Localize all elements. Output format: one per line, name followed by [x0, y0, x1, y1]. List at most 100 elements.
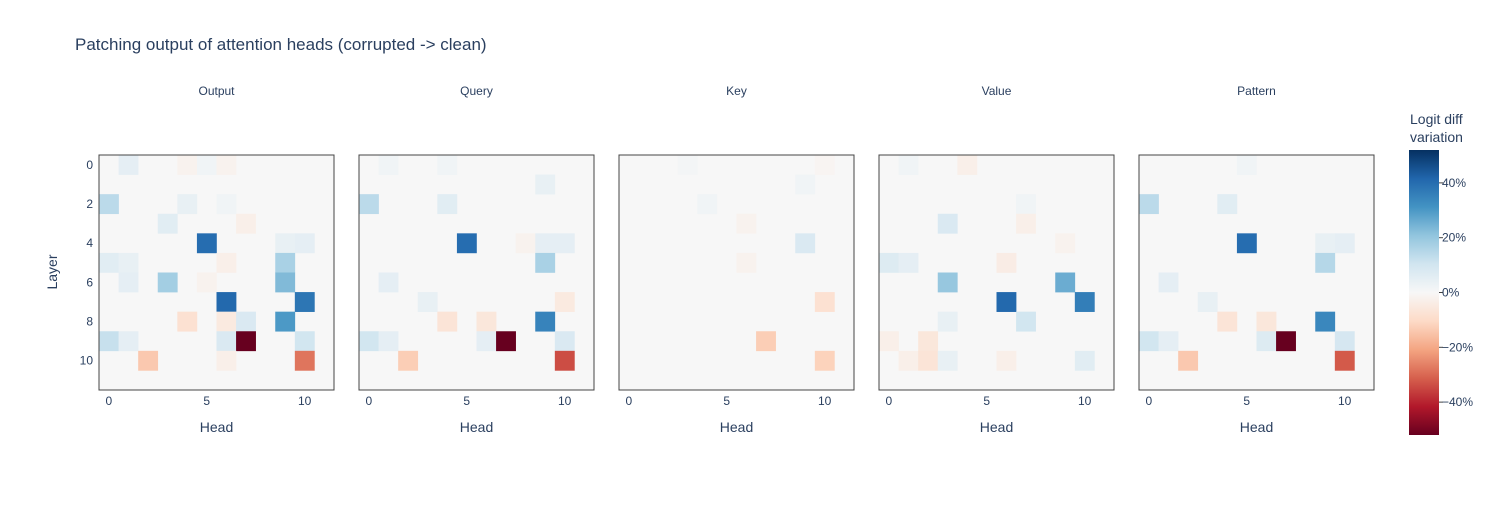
x-tick-label: 10	[1078, 394, 1092, 408]
heatmap-cell	[476, 311, 497, 332]
heatmap-cell	[554, 233, 575, 254]
heatmap-cell	[937, 272, 958, 293]
x-tick-label: 10	[298, 394, 312, 408]
heatmap-panels: Output 0 5 10 Head 0 2 4 6 8 10 Query 0 5 10 Head Key 0 5 1…	[80, 84, 1375, 435]
heatmap-cell	[795, 233, 816, 254]
heatmap-cell	[1217, 194, 1238, 215]
y-tick-label: 8	[86, 314, 93, 328]
panel-value: Value 0 5 10 Head	[878, 84, 1115, 435]
heatmap-cell	[1158, 331, 1179, 352]
panel-title: Key	[726, 84, 747, 98]
heatmap-cell	[138, 350, 159, 371]
x-tick-label: 10	[558, 394, 572, 408]
heatmap-cell	[1139, 331, 1159, 352]
heatmap-cell	[814, 155, 835, 175]
heatmap-cell	[216, 350, 237, 371]
x-tick-label: 10	[818, 394, 832, 408]
heatmap-cell	[1236, 233, 1257, 254]
heatmap-cell	[1158, 272, 1179, 293]
x-tick-label: 10	[1338, 394, 1352, 408]
heatmap-cell	[1139, 194, 1159, 215]
panel-frame	[618, 154, 855, 391]
heatmap-cell	[996, 350, 1017, 371]
heatmap-cell	[1016, 311, 1036, 332]
heatmap-cell	[99, 331, 119, 352]
heatmap-cell	[177, 155, 198, 175]
colorbar-tick-label: −40%	[1442, 395, 1473, 409]
colorbar-tick-label: 20%	[1442, 231, 1466, 245]
x-axis-label: Head	[1240, 419, 1273, 435]
heatmap-cell	[535, 233, 556, 254]
heatmap-cell	[937, 311, 958, 332]
heatmap-cell	[236, 213, 256, 234]
heatmap-cell	[814, 292, 835, 312]
panel-frame	[1138, 154, 1375, 391]
heatmap-cell	[99, 252, 119, 273]
heatmap-cell	[157, 272, 178, 293]
y-tick-label: 0	[86, 158, 93, 172]
x-tick-label: 0	[365, 394, 372, 408]
heatmap-cell	[157, 213, 178, 234]
heatmap-cell	[398, 350, 419, 371]
colorbar-gradient	[1409, 150, 1439, 435]
heatmap-cell	[196, 155, 217, 175]
heatmap-cell	[1016, 194, 1036, 215]
heatmap-cell	[177, 194, 198, 215]
heatmap-cell	[417, 292, 438, 312]
y-tick-label: 4	[86, 236, 93, 250]
heatmap-cell	[99, 194, 119, 215]
heatmap-cell	[515, 233, 536, 254]
x-axis-label: Head	[980, 419, 1013, 435]
x-axis-label: Head	[460, 419, 493, 435]
heatmap-cell	[118, 331, 139, 352]
x-tick-label: 0	[885, 394, 892, 408]
heatmap-cell	[996, 292, 1017, 312]
heatmap-cell	[1315, 311, 1336, 332]
panel-title: Query	[460, 84, 493, 98]
heatmap-cell	[1256, 311, 1277, 332]
heatmap-cell	[1334, 233, 1355, 254]
heatmap-cell	[937, 213, 958, 234]
heatmap-cell	[554, 350, 575, 371]
heatmap-cell	[957, 155, 978, 175]
heatmap-cell	[456, 233, 477, 254]
chart-title: Patching output of attention heads (corr…	[75, 35, 487, 54]
colorbar-tick-label: 40%	[1442, 176, 1466, 190]
heatmap-cell	[378, 272, 399, 293]
y-tick-label: 10	[80, 354, 94, 368]
heatmap-cell	[216, 155, 237, 175]
heatmap-cell	[196, 272, 217, 293]
heatmap-cell	[118, 272, 139, 293]
heatmap-cell	[216, 194, 237, 215]
colorbar-tick-label: 0%	[1442, 286, 1460, 300]
heatmap-cell	[294, 233, 315, 254]
heatmap-cell	[554, 292, 575, 312]
heatmap-cell	[236, 331, 256, 352]
panel-pattern: Pattern 0 5 10 Head	[1138, 84, 1375, 435]
heatmap-cell	[216, 292, 237, 312]
panel-title: Value	[982, 84, 1012, 98]
heatmap-cell	[177, 311, 198, 332]
heatmap-cell	[996, 252, 1017, 273]
heatmap-cell	[275, 252, 296, 273]
panel-title: Pattern	[1237, 84, 1276, 98]
panel-output: Output 0 5 10 Head 0 2 4 6 8 10	[80, 84, 335, 435]
heatmap-cell	[879, 331, 899, 352]
heatmap-cell	[496, 331, 516, 352]
heatmap-cell	[697, 194, 718, 215]
y-axis-label: Layer	[44, 254, 60, 289]
heatmap-cell	[736, 252, 757, 273]
heatmap-cell	[294, 292, 315, 312]
panel-frame	[98, 154, 335, 391]
heatmap-cell	[275, 233, 296, 254]
x-tick-label: 5	[203, 394, 210, 408]
x-axis-label: Head	[200, 419, 233, 435]
heatmap-cell	[898, 252, 919, 273]
heatmap-cell	[378, 155, 399, 175]
heatmap-cell	[437, 194, 458, 215]
heatmap-cell	[1315, 252, 1336, 273]
y-tick-label: 6	[86, 275, 93, 289]
heatmap-cell	[1016, 213, 1036, 234]
heatmap-cell	[359, 194, 379, 215]
